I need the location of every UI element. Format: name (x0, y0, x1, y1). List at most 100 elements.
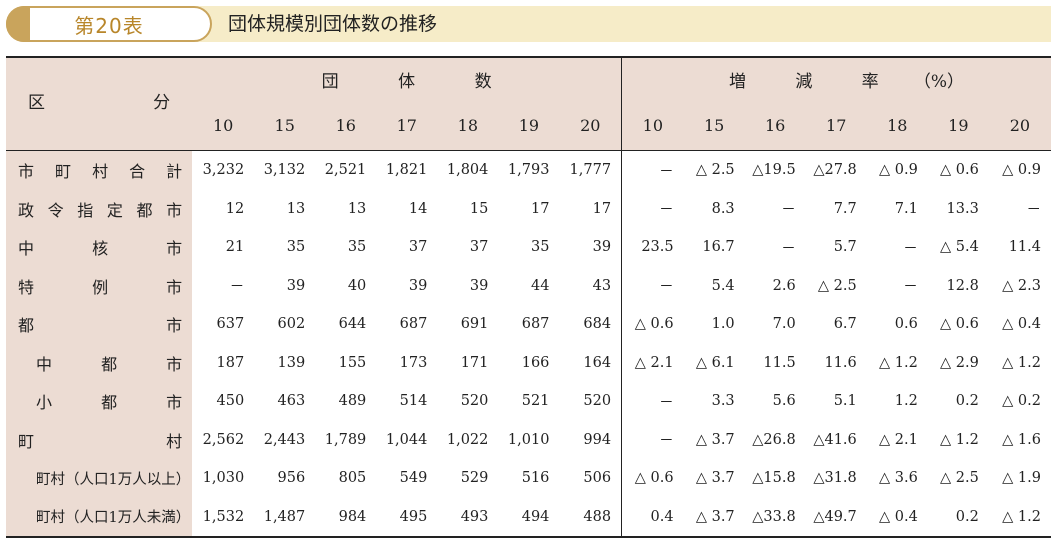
rate-cell: － (903, 240, 918, 257)
rate-cell: － (781, 202, 796, 219)
count-cell: 1,532 (192, 497, 255, 538)
table-number: 第20表 (74, 13, 144, 38)
table-row: 町村 2,562 2,443 1,789 1,044 1,022 1,010 994 － △ 3.… (6, 420, 1051, 459)
count-cell: 43 (592, 277, 612, 294)
rate-cell: 5.6 (772, 393, 796, 410)
count-cell: 39 (286, 277, 306, 294)
rate-cell: △27.8 (813, 162, 857, 179)
count-cell: 549 (399, 470, 428, 487)
count-cell: 39 (469, 277, 489, 294)
rate-cell: △ 2.3 (1002, 277, 1041, 294)
rate-cell: △ 2.5 (817, 277, 857, 294)
count-cell: 463 (277, 393, 306, 410)
rate-cell: － (621, 382, 684, 421)
row-label: 政令指定都市 (6, 189, 193, 228)
rate-cell: 7.1 (894, 200, 918, 217)
row-label-char: 村 (166, 431, 183, 451)
rate-cell: △ 1.9 (1002, 470, 1041, 487)
rate-cell: △15.8 (752, 470, 796, 487)
row-label-char: 定 (106, 200, 123, 220)
table-row: 政令指定都市 12 13 13 14 15 17 17 － 8.3 － 7.7 7.1 13.3 － (6, 189, 1051, 228)
row-label: 中核市 (6, 228, 193, 267)
rate-cell: △ 2.5 (695, 162, 735, 179)
rate-cell: 7.7 (833, 200, 857, 217)
count-year-header: 10 (192, 100, 255, 151)
row-label: 中都市 (6, 343, 193, 382)
table-row: 市町村合計 3,232 3,132 2,521 1,821 1,804 1,793 1,777… (6, 150, 1051, 190)
rate-cell: 13.3 (946, 200, 979, 217)
count-cell: 13 (286, 200, 306, 217)
count-cell: － (229, 279, 245, 296)
rate-cell: 0.6 (894, 316, 918, 333)
count-cell: 3,232 (202, 162, 245, 179)
rate-cell: 5.1 (833, 393, 857, 410)
count-cell: 805 (338, 470, 367, 487)
count-cell: 187 (216, 354, 245, 371)
rate-cell: △33.8 (744, 497, 806, 538)
rate-cell: △ 5.4 (940, 239, 979, 256)
rate-cell: △ 2.1 (621, 343, 684, 382)
rate-year-header: 16 (744, 100, 806, 151)
count-cell: 506 (583, 470, 612, 487)
table-row: 特 例 市 － 39 40 39 39 44 43 － 5.4 2.6 △ 2.5 － 12.8 △ 2.3 (6, 266, 1051, 305)
count-cell: 37 (408, 239, 428, 256)
count-cell: 691 (460, 316, 489, 333)
count-group-header: 団 体 数 (192, 56, 622, 100)
count-cell: 171 (460, 354, 489, 371)
rate-cell: 11.4 (1008, 239, 1041, 256)
count-cell: 2,562 (202, 431, 245, 448)
table-row: 町村（人口1万人未満） 1,532 1,487 984 495 493 494 488 0.4 △… (6, 497, 1051, 538)
count-cell: 1,487 (254, 497, 316, 538)
rate-cell: △ 3.7 (695, 470, 735, 487)
table-title: 団体規模別団体数の推移 (228, 13, 438, 35)
count-cell: 12 (225, 200, 245, 217)
rate-cell: 2.6 (772, 277, 796, 294)
count-cell: 44 (530, 277, 550, 294)
count-cell: 1,010 (507, 431, 550, 448)
rate-group-char: 率 (861, 71, 879, 92)
rate-cell: △19.5 (752, 162, 796, 179)
rate-cell: － (621, 420, 684, 459)
count-cell: 3,132 (263, 162, 306, 179)
row-label-char: 核 (92, 239, 109, 259)
stub-header-char: 分 (153, 93, 171, 113)
rate-cell: 5.7 (833, 239, 857, 256)
count-year-header: 17 (376, 100, 438, 151)
rate-cell: △ 1.2 (878, 354, 918, 371)
table-row: 小 都 市 450 463 489 514 520 521 520 － 3.3 5.6 5.1 1.2 0.2… (6, 382, 1051, 421)
count-cell: 994 (583, 431, 612, 448)
count-cell: 1,789 (324, 431, 367, 448)
row-label-char: 令 (47, 200, 64, 220)
row-label-char: 村 (92, 162, 109, 182)
count-cell: 1,821 (385, 162, 428, 179)
table-row: 都市 637 602 644 687 691 687 684 △ 0.6 1.0 7.0 6.7 0.6… (6, 305, 1051, 344)
count-cell: 684 (583, 316, 612, 333)
table-row: 町村（人口1万人以上） 1,030 956 805 549 529 516 506 △ 0.6 △… (6, 459, 1051, 498)
rate-year-header: 15 (683, 100, 745, 151)
count-cell: 644 (338, 316, 367, 333)
count-year-header: 16 (315, 100, 377, 151)
rate-cell: △ 0.4 (1002, 316, 1041, 333)
count-cell: 40 (347, 277, 367, 294)
count-cell: 1,022 (446, 431, 489, 448)
row-label-char: 市 (166, 239, 183, 259)
count-group-char: 団 (321, 71, 339, 92)
row-label-char: 市 (166, 393, 183, 413)
count-cell: 495 (376, 497, 438, 538)
rate-cell: △ 0.9 (1002, 162, 1041, 179)
table-row: 中 都 市 187 139 155 173 171 166 164 △ 2.1 △ 6.1 11.5 11… (6, 343, 1051, 382)
count-year-header: 18 (437, 100, 499, 151)
rate-cell: △ 0.4 (866, 497, 928, 538)
row-label-char: 小 (36, 393, 53, 413)
count-cell: 35 (347, 239, 367, 256)
count-cell: 956 (277, 470, 306, 487)
rate-cell: － (903, 279, 918, 296)
row-label-char: 市 (166, 316, 183, 336)
count-cell: 1,777 (569, 162, 612, 179)
count-group-char: 体 (398, 71, 416, 92)
row-label-char: 市 (18, 162, 35, 182)
rate-cell: △ 0.6 (940, 316, 979, 333)
count-cell: 2,521 (324, 162, 367, 179)
rate-cell: △ 0.6 (621, 459, 684, 498)
rate-year-header: 18 (866, 100, 928, 151)
